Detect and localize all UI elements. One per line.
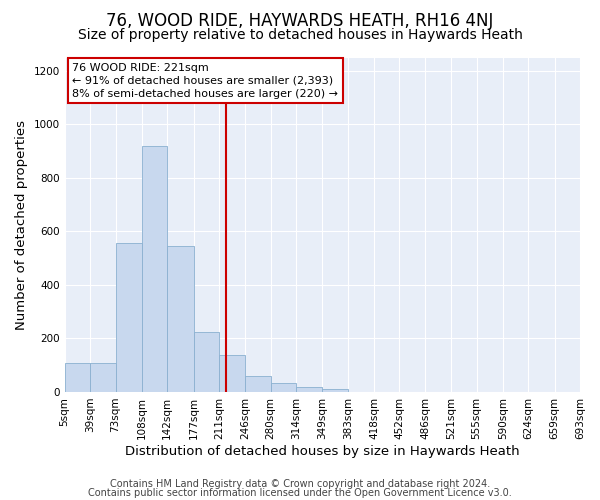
- Bar: [142, 146, 167, 392]
- Bar: [271, 382, 296, 392]
- Bar: [167, 246, 194, 392]
- Bar: [193, 332, 219, 392]
- Bar: [116, 243, 142, 392]
- Bar: [322, 390, 348, 392]
- Text: Contains HM Land Registry data © Crown copyright and database right 2024.: Contains HM Land Registry data © Crown c…: [110, 479, 490, 489]
- X-axis label: Distribution of detached houses by size in Haywards Heath: Distribution of detached houses by size …: [125, 444, 520, 458]
- Bar: [90, 362, 116, 392]
- Bar: [219, 356, 245, 392]
- Bar: [65, 362, 90, 392]
- Bar: [245, 376, 271, 392]
- Text: Size of property relative to detached houses in Haywards Heath: Size of property relative to detached ho…: [77, 28, 523, 42]
- Text: 76, WOOD RIDE, HAYWARDS HEATH, RH16 4NJ: 76, WOOD RIDE, HAYWARDS HEATH, RH16 4NJ: [106, 12, 494, 30]
- Y-axis label: Number of detached properties: Number of detached properties: [15, 120, 28, 330]
- Text: 76 WOOD RIDE: 221sqm
← 91% of detached houses are smaller (2,393)
8% of semi-det: 76 WOOD RIDE: 221sqm ← 91% of detached h…: [73, 62, 338, 99]
- Text: Contains public sector information licensed under the Open Government Licence v3: Contains public sector information licen…: [88, 488, 512, 498]
- Bar: [296, 386, 322, 392]
